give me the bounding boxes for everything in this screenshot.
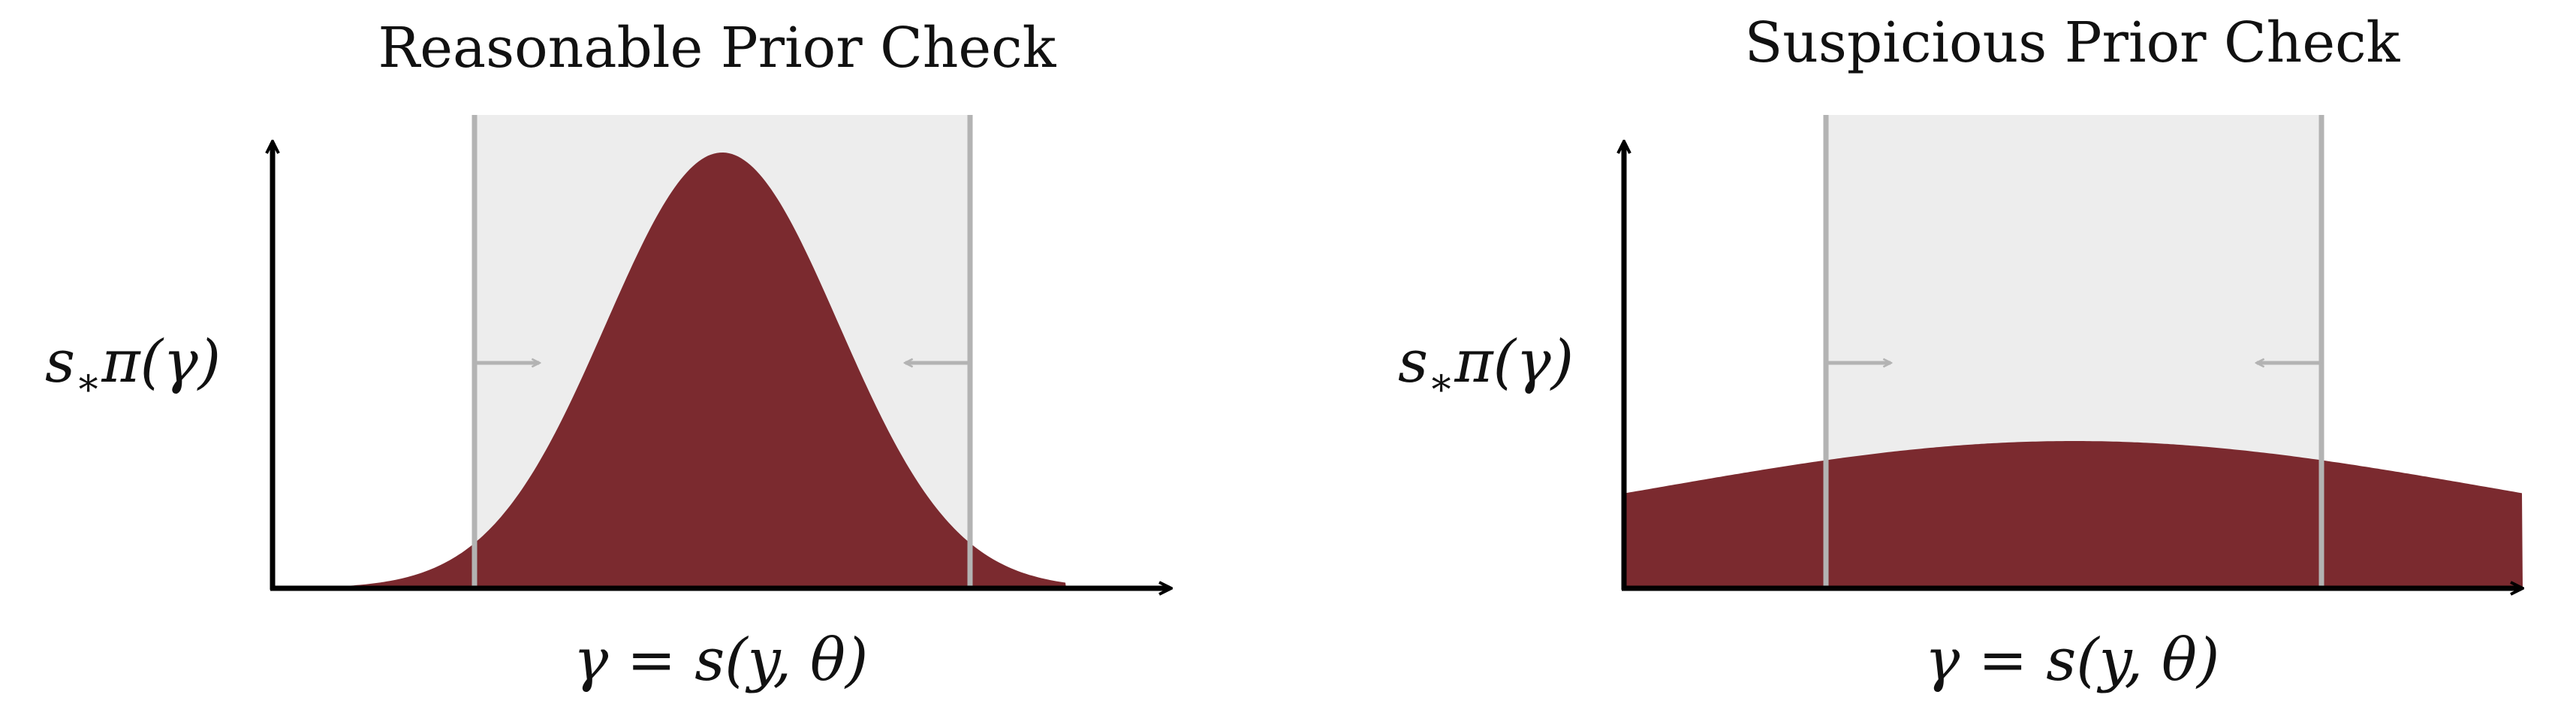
panel-suspicious: Suspicious Prior Check s∗π(γ) γ = s(y, θ…: [1398, 11, 2523, 694]
y-axis-label: s∗π(γ): [1398, 328, 1574, 405]
x-axis-label: γ = s(y, θ): [1925, 627, 2220, 694]
panel-title: Reasonable Prior Check: [378, 16, 1057, 80]
panel-title: Suspicious Prior Check: [1745, 11, 2401, 75]
prior-density-curve: [273, 153, 1066, 588]
panel-reasonable: Reasonable Prior Check s∗π(γ) γ = s(y, θ…: [45, 16, 1170, 694]
y-axis-label: s∗π(γ): [45, 328, 221, 405]
x-axis-label: γ = s(y, θ): [574, 627, 869, 694]
prior-density-curve: [1624, 441, 2523, 588]
